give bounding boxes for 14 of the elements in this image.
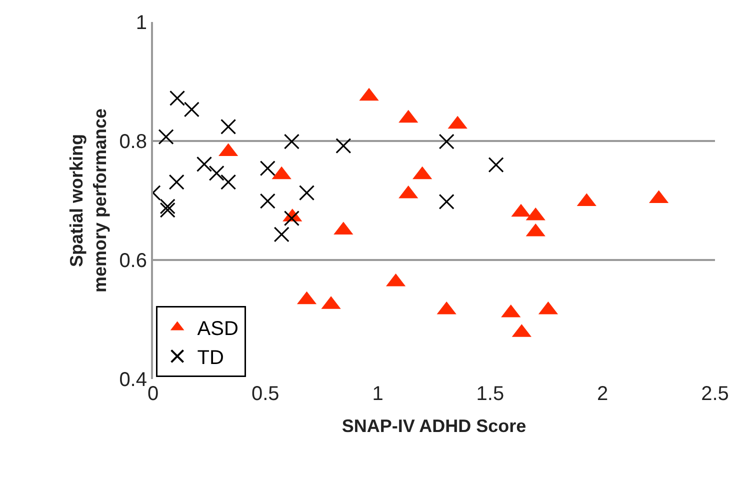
x-tick-label: 0.5 xyxy=(251,383,280,405)
y-tick-label: 0.6 xyxy=(119,250,147,272)
y-tick-label: 1 xyxy=(136,12,147,34)
y-tick-label: 0.8 xyxy=(119,131,147,153)
x-tick-label: 0 xyxy=(147,383,159,405)
x-axis-title: SNAP-IV ADHD Score xyxy=(342,416,526,436)
y-axis-title: Spatial working memory performance xyxy=(66,108,110,293)
x-tick-label: 1.5 xyxy=(476,383,504,405)
legend-label: ASD xyxy=(197,318,238,340)
x-tick-label: 2.5 xyxy=(701,383,729,405)
x-tick-label: 1 xyxy=(372,383,384,405)
x-tick-label: 2 xyxy=(597,383,608,405)
y-tick-label: 0.4 xyxy=(119,369,147,391)
legend-label: TD xyxy=(197,347,224,370)
